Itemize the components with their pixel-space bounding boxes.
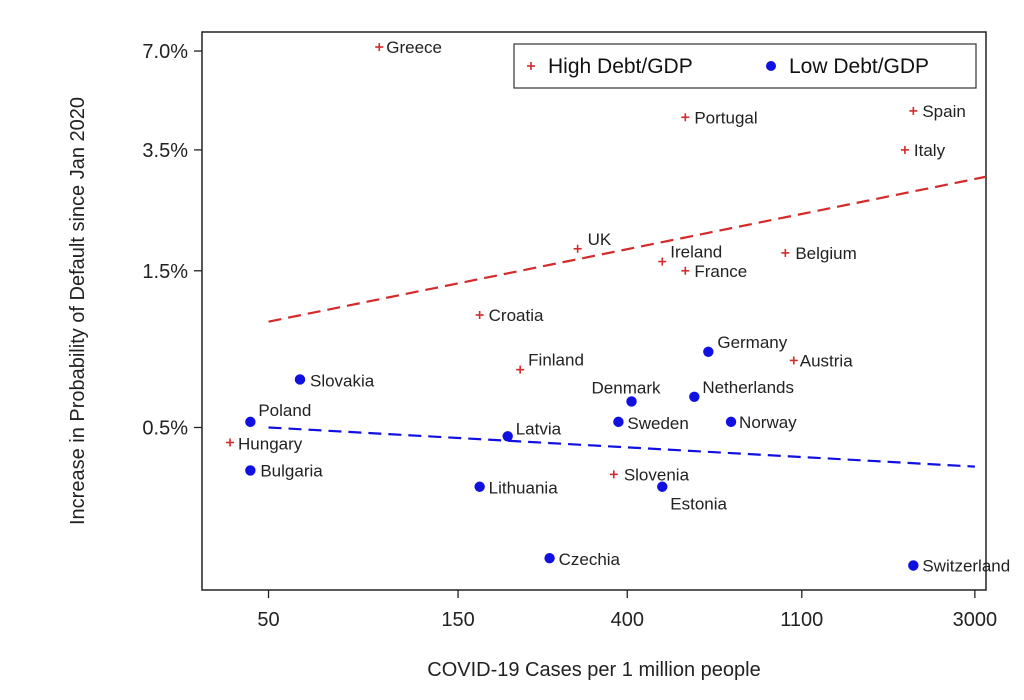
legend-plus-marker bbox=[527, 62, 535, 70]
point-slovenia bbox=[609, 470, 618, 479]
point-portugal bbox=[681, 113, 690, 122]
y-tick-label: 3.5% bbox=[142, 140, 188, 162]
point-sweden bbox=[613, 416, 624, 428]
trend-line-high bbox=[268, 175, 987, 323]
point-denmark bbox=[626, 396, 637, 407]
point-estonia bbox=[657, 481, 668, 492]
point-latvia bbox=[502, 431, 513, 442]
trend-lines bbox=[268, 175, 987, 468]
point-bulgaria bbox=[245, 465, 256, 476]
point-label-netherlands: Netherlands bbox=[702, 378, 794, 397]
x-tick-label: 3000 bbox=[953, 609, 998, 631]
point-france bbox=[681, 266, 690, 275]
point-label-lithuania: Lithuania bbox=[489, 479, 559, 498]
point-label-slovakia: Slovakia bbox=[310, 371, 375, 390]
point-label-estonia: Estonia bbox=[670, 495, 727, 514]
point-label-sweden: Sweden bbox=[627, 414, 688, 433]
plot-area-frame bbox=[201, 31, 987, 591]
y-axis-title: Increase in Probability of Default since… bbox=[67, 97, 89, 525]
point-label-norway: Norway bbox=[739, 413, 797, 432]
point-label-italy: Italy bbox=[914, 141, 946, 160]
legend-high-debt-label: High Debt/GDP bbox=[548, 55, 693, 78]
point-lithuania bbox=[474, 481, 485, 492]
point-label-latvia: Latvia bbox=[516, 419, 562, 438]
point-label-belgium: Belgium bbox=[795, 244, 856, 263]
x-tick-label: 400 bbox=[611, 609, 644, 631]
legend-box bbox=[513, 43, 977, 89]
point-finland bbox=[516, 365, 525, 374]
point-label-spain: Spain bbox=[922, 102, 965, 121]
y-tick-label: 0.5% bbox=[142, 417, 188, 439]
point-label-austria: Austria bbox=[800, 351, 853, 370]
point-netherlands bbox=[689, 391, 700, 402]
point-label-ireland: Ireland bbox=[670, 243, 722, 262]
x-tick-label: 50 bbox=[257, 609, 279, 631]
point-croatia bbox=[475, 311, 484, 320]
point-label-portugal: Portugal bbox=[694, 108, 757, 127]
trend-line-low bbox=[268, 426, 975, 468]
point-uk bbox=[573, 244, 582, 253]
point-label-slovenia: Slovenia bbox=[624, 465, 690, 484]
legend-low-debt-label: Low Debt/GDP bbox=[789, 55, 929, 78]
point-norway bbox=[725, 416, 737, 428]
point-italy bbox=[900, 145, 909, 154]
point-ireland bbox=[658, 257, 667, 266]
point-czechia bbox=[544, 552, 555, 564]
point-label-switzerland: Switzerland bbox=[922, 556, 1010, 575]
point-label-croatia: Croatia bbox=[489, 306, 544, 325]
x-tick-label: 150 bbox=[441, 609, 474, 631]
point-label-greece: Greece bbox=[386, 38, 442, 57]
axis-ticks: 50 150 400 1100 3000 0.5% 1.5% 3.5% 7.0% bbox=[142, 41, 997, 631]
point-poland bbox=[245, 416, 256, 428]
point-label-czechia: Czechia bbox=[559, 550, 621, 569]
point-austria bbox=[789, 356, 798, 365]
point-label-uk: UK bbox=[588, 230, 612, 249]
point-greece bbox=[375, 43, 384, 52]
point-belgium bbox=[781, 248, 790, 257]
point-label-hungary: Hungary bbox=[238, 435, 303, 454]
point-slovakia bbox=[294, 374, 306, 385]
point-label-bulgaria: Bulgaria bbox=[260, 461, 323, 480]
point-label-finland: Finland bbox=[528, 351, 584, 370]
point-label-denmark: Denmark bbox=[592, 378, 661, 397]
x-tick-label: 1100 bbox=[780, 609, 823, 631]
point-label-france: France bbox=[694, 262, 747, 281]
x-axis-title: COVID-19 Cases per 1 million people bbox=[427, 659, 761, 681]
point-label-poland: Poland bbox=[258, 401, 311, 420]
y-tick-label: 1.5% bbox=[142, 261, 188, 283]
point-switzerland bbox=[908, 560, 919, 571]
point-spain bbox=[909, 106, 918, 115]
legend-low-debt-marker bbox=[766, 61, 776, 71]
legend: High Debt/GDP Low Debt/GDP bbox=[513, 43, 977, 89]
legend-high-debt-marker bbox=[527, 62, 535, 70]
y-tick-label: 7.0% bbox=[142, 41, 188, 63]
point-germany bbox=[703, 346, 714, 357]
point-label-germany: Germany bbox=[717, 333, 787, 352]
point-hungary bbox=[226, 438, 235, 447]
